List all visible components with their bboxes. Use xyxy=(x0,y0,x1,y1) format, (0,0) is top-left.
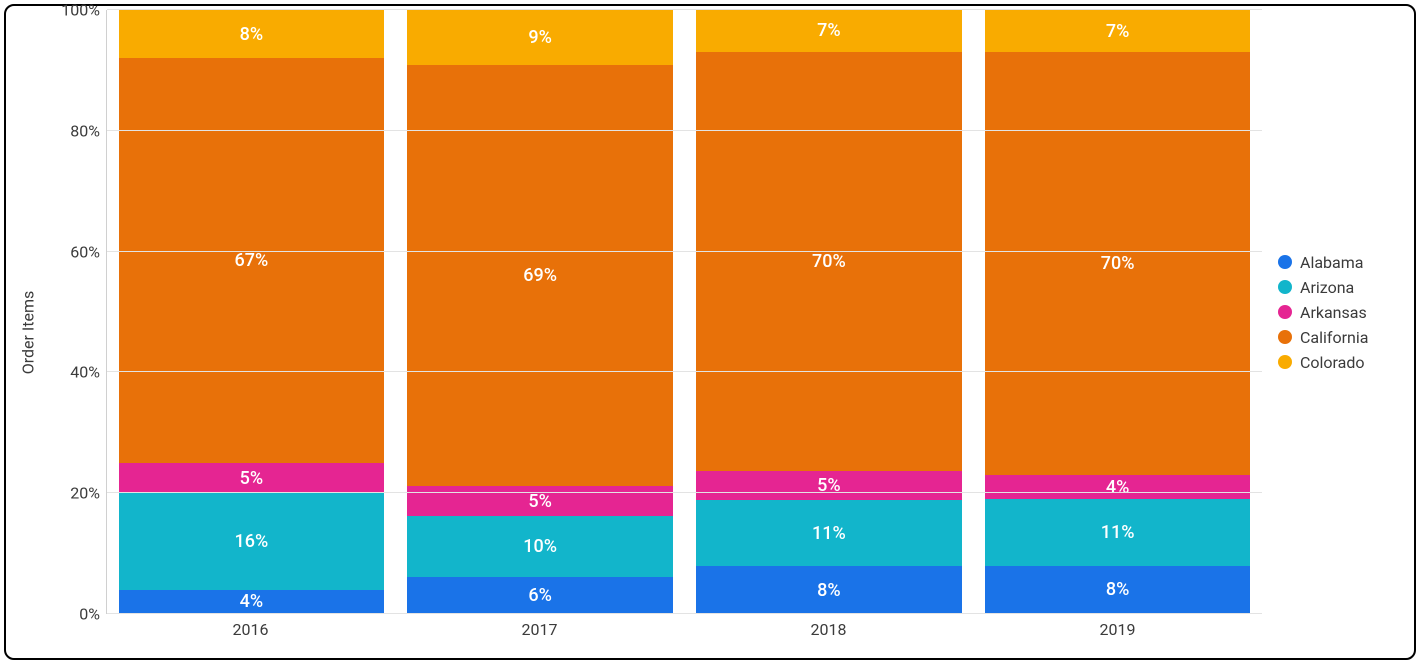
bar-segment: 70% xyxy=(985,52,1251,475)
legend-swatch xyxy=(1278,330,1292,344)
bar-value-label: 4% xyxy=(240,591,263,612)
chart-frame: Order Items 0% 20% 40% 60% 80% 100% 4% 16% 5% 67… xyxy=(4,4,1416,660)
bar-value-label: 70% xyxy=(812,251,846,272)
legend-label: California xyxy=(1300,328,1368,347)
bar-segment: 4% xyxy=(119,590,385,614)
y-tick: 40% xyxy=(46,363,100,382)
chart-body: 0%20%40%60%80%100% 4%16%5%67%8%6%10%5%69… xyxy=(46,10,1402,654)
plot-row: 0%20%40%60%80%100% 4%16%5%67%8%6%10%5%69… xyxy=(46,10,1402,614)
bar-value-label: 5% xyxy=(528,491,551,512)
bar-value-label: 6% xyxy=(528,585,551,606)
bar-segment: 5% xyxy=(119,463,385,493)
legend-label: Alabama xyxy=(1300,253,1363,272)
bar-segment: 11% xyxy=(985,499,1251,565)
legend: Alabama Arizona Arkansas California Colorado xyxy=(1262,10,1402,614)
bar-segment: 7% xyxy=(985,10,1251,52)
x-tick-label: 2019 xyxy=(973,614,1262,654)
x-axis-row: 2016201720182019 xyxy=(46,614,1402,654)
bar: 4% 16% 5% 67% 8% xyxy=(119,10,385,614)
y-tick: 0% xyxy=(46,605,100,624)
y-tick: 100% xyxy=(46,1,100,20)
y-tick: 20% xyxy=(46,484,100,503)
bar-value-label: 70% xyxy=(1101,253,1135,274)
legend-label: Arizona xyxy=(1300,278,1354,297)
legend-swatch xyxy=(1278,280,1292,294)
legend-label: Colorado xyxy=(1300,353,1365,372)
gridline xyxy=(107,613,1262,614)
y-tick: 60% xyxy=(46,242,100,261)
bar-segment: 69% xyxy=(407,65,673,486)
bar-segment: 7% xyxy=(696,10,962,52)
bar-segment: 6% xyxy=(407,577,673,614)
legend-item: Colorado xyxy=(1278,353,1402,372)
bar-segment: 9% xyxy=(407,10,673,65)
x-axis-labels: 2016201720182019 xyxy=(106,614,1262,654)
bar-segment: 4% xyxy=(985,475,1251,499)
gridline xyxy=(107,251,1262,252)
legend-item: California xyxy=(1278,328,1402,347)
bar-column: 8% 11% 4% 70% 7% xyxy=(973,10,1262,614)
bar-value-label: 9% xyxy=(528,27,551,48)
x-tick-label: 2016 xyxy=(106,614,395,654)
bar-column: 8% 11% 5% 70% 7% xyxy=(685,10,974,614)
bar-value-label: 11% xyxy=(812,523,846,544)
bar-segment: 67% xyxy=(119,58,385,463)
bar-segment: 70% xyxy=(696,52,962,471)
bar-segment: 5% xyxy=(407,486,673,517)
bar: 8% 11% 5% 70% 7% xyxy=(696,10,962,614)
bar-value-label: 16% xyxy=(235,531,269,552)
bar-value-label: 67% xyxy=(235,250,269,271)
gridline xyxy=(107,492,1262,493)
bar-value-label: 7% xyxy=(1106,21,1129,42)
bar-value-label: 5% xyxy=(240,468,263,489)
bar-segment: 11% xyxy=(696,500,962,566)
bar-segment: 10% xyxy=(407,516,673,577)
y-axis-label-wrap: Order Items xyxy=(10,10,46,654)
bar-value-label: 8% xyxy=(1106,579,1129,600)
plot-area: 4% 16% 5% 67% 8% 6% 10% 5% 69% 9% 8% 11% 5% 70% 7% 8% 11… xyxy=(106,10,1262,614)
legend-swatch xyxy=(1278,305,1292,319)
legend-item: Arkansas xyxy=(1278,303,1402,322)
x-tick-label: 2018 xyxy=(684,614,973,654)
bar-segment: 5% xyxy=(696,471,962,501)
legend-label: Arkansas xyxy=(1300,303,1367,322)
bar: 8% 11% 4% 70% 7% xyxy=(985,10,1251,614)
legend-item: Alabama xyxy=(1278,253,1402,272)
bar-segment: 8% xyxy=(696,566,962,614)
gridline xyxy=(107,130,1262,131)
bar-value-label: 8% xyxy=(817,580,840,601)
bar-segment: 16% xyxy=(119,493,385,590)
bar-segment: 8% xyxy=(985,566,1251,614)
bar-value-label: 7% xyxy=(817,20,840,41)
bar-column: 4% 16% 5% 67% 8% xyxy=(107,10,396,614)
y-tick: 80% xyxy=(46,121,100,140)
legend-swatch xyxy=(1278,255,1292,269)
bar-value-label: 69% xyxy=(523,265,557,286)
gridline xyxy=(107,371,1262,372)
bar-value-label: 11% xyxy=(1101,522,1135,543)
bar-value-label: 4% xyxy=(1106,477,1129,498)
bar-column: 6% 10% 5% 69% 9% xyxy=(396,10,685,614)
x-tick-label: 2017 xyxy=(395,614,684,654)
bar-value-label: 8% xyxy=(240,24,263,45)
y-axis-ticks: 0%20%40%60%80%100% xyxy=(46,10,106,614)
legend-swatch xyxy=(1278,355,1292,369)
legend-item: Arizona xyxy=(1278,278,1402,297)
gridline xyxy=(107,9,1262,10)
bar-value-label: 10% xyxy=(523,536,557,557)
y-axis-label: Order Items xyxy=(19,290,38,374)
bar: 6% 10% 5% 69% 9% xyxy=(407,10,673,614)
bars-container: 4% 16% 5% 67% 8% 6% 10% 5% 69% 9% 8% 11% 5% 70% 7% 8% 11… xyxy=(107,10,1262,614)
bar-segment: 8% xyxy=(119,10,385,58)
